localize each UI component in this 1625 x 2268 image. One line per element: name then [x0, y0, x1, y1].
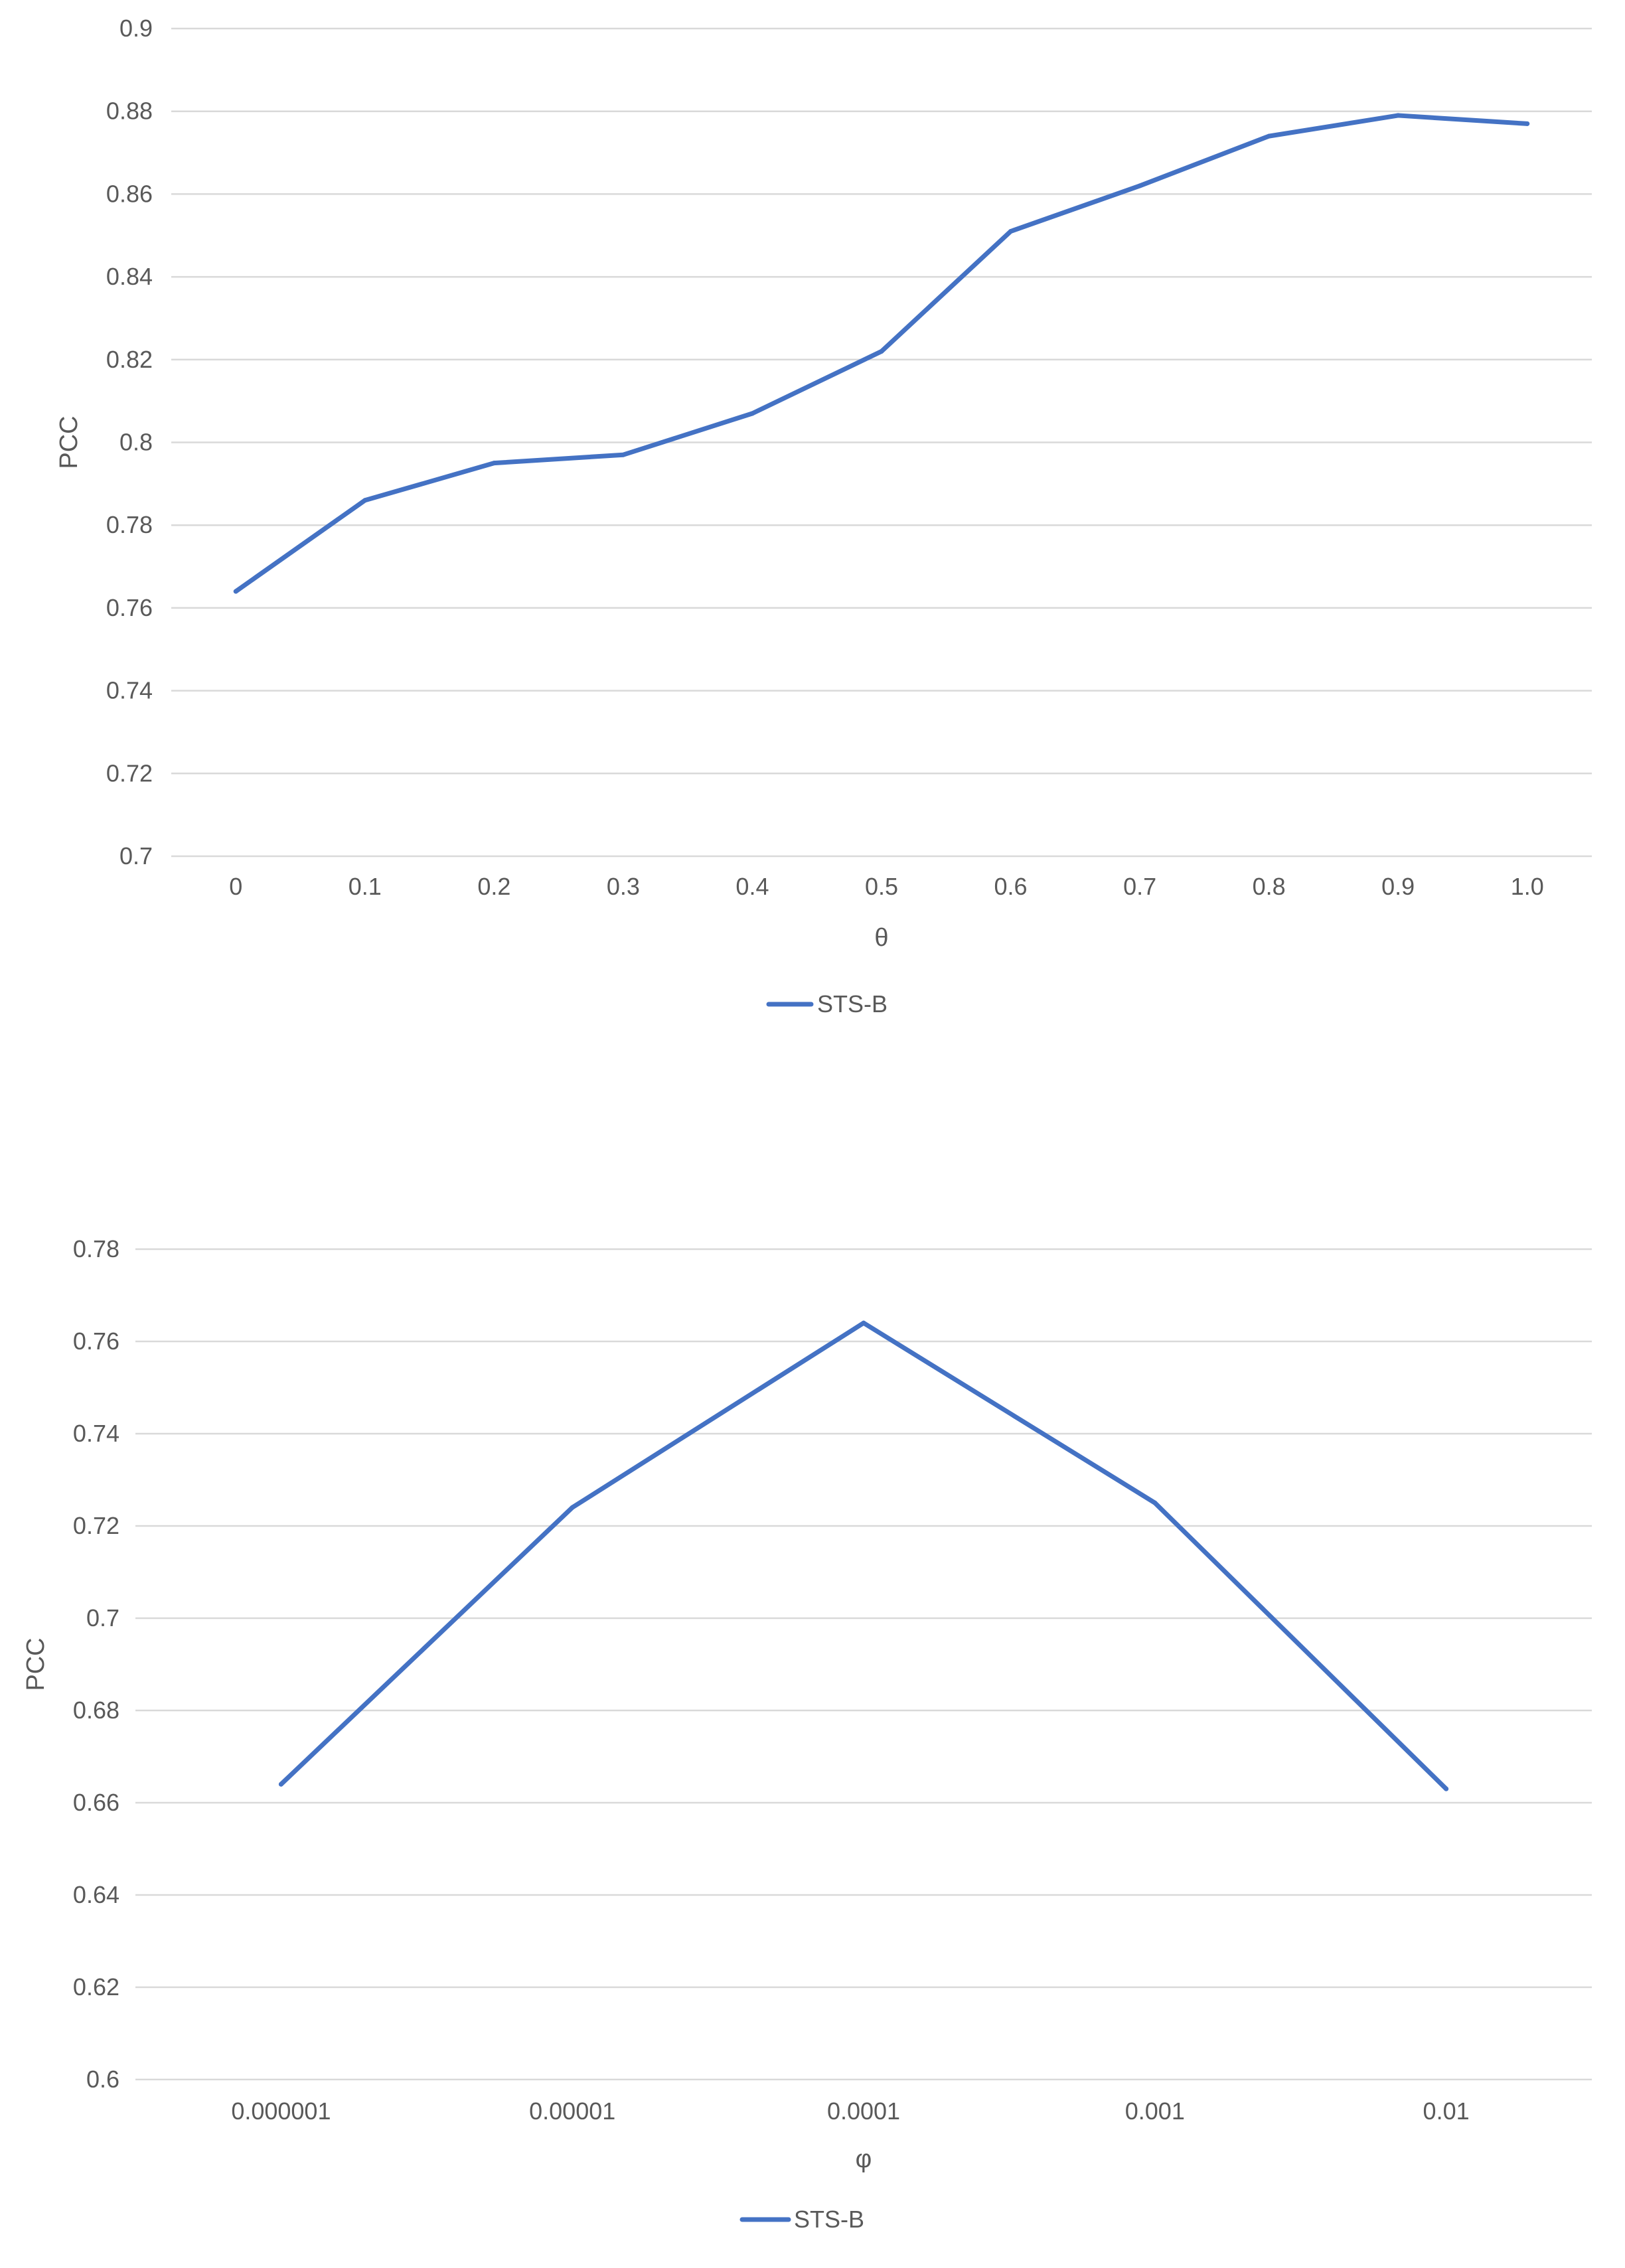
- y-tick-label: 0.84: [106, 263, 153, 290]
- chart-theta: 0.7 0.72 0.74 0.76 0.78 0.8 0.82 0.84 0.86 0.88 0.…: [55, 15, 1592, 1018]
- y-tick-label: 0.86: [106, 180, 153, 207]
- x-tick-label: 0.2: [477, 873, 510, 900]
- x-tick-label: 0.6: [994, 873, 1028, 900]
- data-point: [1525, 121, 1530, 126]
- data-point: [749, 411, 755, 416]
- legend-label: STS-B: [794, 2206, 864, 2233]
- y-tick-label: 0.7: [86, 1604, 119, 1631]
- legend-label: STS-B: [817, 990, 888, 1018]
- x-tick-label: 0.01: [1423, 2097, 1470, 2125]
- x-tick-label: 0.5: [865, 873, 898, 900]
- x-tick-label: 0.0001: [827, 2097, 900, 2125]
- y-tick-label: 0.72: [73, 1512, 119, 1539]
- y-tick-label: 0.64: [73, 1881, 119, 1908]
- chart-phi: 0.6 0.62 0.64 0.66 0.68 0.7 0.72 0.74 0.76 0.78 0.…: [22, 1235, 1592, 2233]
- data-point: [491, 461, 497, 466]
- x-tick-label: 0.1: [348, 873, 382, 900]
- y-tick-label: 0.78: [73, 1235, 119, 1262]
- x-tick-label: 0.9: [1381, 873, 1415, 900]
- y-tick-label: 0.7: [119, 842, 153, 869]
- y-tick-label: 0.76: [106, 594, 153, 621]
- x-tick-label: 0: [229, 873, 242, 900]
- data-point: [362, 498, 368, 503]
- y-tick-label: 0.68: [73, 1697, 119, 1724]
- y-tick-label: 0.8: [119, 429, 153, 456]
- x-axis-title: φ: [856, 2145, 872, 2173]
- y-tick-label: 0.88: [106, 98, 153, 125]
- series-line-sts-b: [278, 1320, 1449, 1791]
- x-tick-label: 0.00001: [529, 2097, 615, 2125]
- data-point: [570, 1505, 575, 1510]
- x-tick-label: 0.001: [1125, 2097, 1185, 2125]
- x-tick-label: 0.3: [607, 873, 640, 900]
- data-point: [278, 1781, 283, 1787]
- y-tick-label: 0.6: [86, 2066, 119, 2093]
- data-point: [1152, 1500, 1158, 1505]
- y-axis-title: PCC: [22, 1637, 50, 1691]
- x-tick-label: 0.7: [1123, 873, 1156, 900]
- x-tick-label: 0.4: [735, 873, 769, 900]
- y-tick-label: 0.78: [106, 511, 153, 538]
- data-point: [233, 589, 238, 594]
- y-tick-label: 0.72: [106, 759, 153, 787]
- x-tick-label: 0.000001: [231, 2097, 331, 2125]
- y-tick-label: 0.62: [73, 1973, 119, 2001]
- data-point: [879, 348, 884, 354]
- y-tick-label: 0.74: [106, 677, 153, 704]
- x-tick-label: 1.0: [1511, 873, 1544, 900]
- y-tick-label: 0.76: [73, 1327, 119, 1355]
- data-point: [1444, 1786, 1449, 1791]
- y-tick-label: 0.9: [119, 15, 153, 42]
- data-point: [1008, 229, 1014, 234]
- y-tick-label: 0.74: [73, 1420, 119, 1447]
- y-axis-title: PCC: [55, 416, 83, 469]
- y-tick-label: 0.82: [106, 346, 153, 373]
- data-point: [861, 1320, 866, 1325]
- y-tick-label: 0.66: [73, 1789, 119, 1816]
- x-axis-title: θ: [874, 924, 888, 952]
- x-tick-label: 0.8: [1253, 873, 1286, 900]
- data-point: [1395, 113, 1401, 118]
- data-point: [1137, 183, 1142, 189]
- data-point: [621, 452, 626, 457]
- data-point: [1267, 133, 1272, 139]
